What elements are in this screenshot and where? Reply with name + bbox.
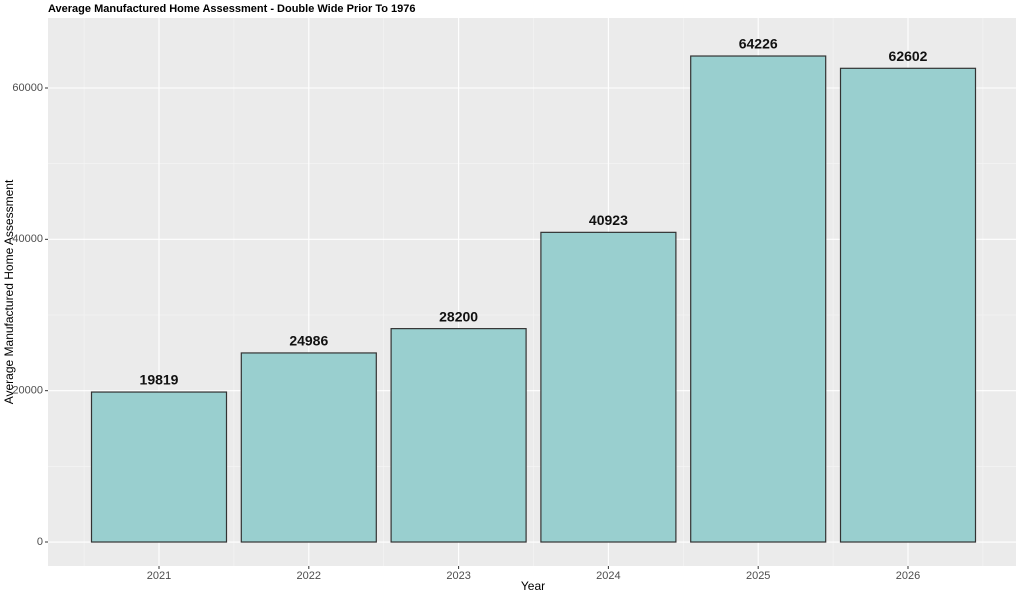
y-tick-label: 0 (37, 536, 43, 548)
x-tick-label: 2021 (147, 570, 171, 582)
y-tick-label: 40000 (12, 233, 43, 245)
bar (690, 55, 827, 543)
x-tick-label: 2025 (746, 570, 770, 582)
value-label: 28200 (439, 308, 478, 324)
value-label: 62602 (889, 48, 928, 64)
value-label: 40923 (589, 212, 628, 228)
bar (390, 328, 527, 543)
x-tick-label: 2022 (297, 570, 321, 582)
y-tick-label: 60000 (12, 82, 43, 94)
chart-title: Average Manufactured Home Assessment - D… (48, 3, 415, 15)
x-tick-label: 2023 (446, 570, 470, 582)
bar (839, 67, 977, 543)
x-tick-label: 2026 (896, 570, 920, 582)
bar (540, 231, 677, 543)
y-axis-title: Average Manufactured Home Assessment (2, 179, 16, 404)
bar (240, 352, 377, 543)
y-tick-label: 20000 (12, 385, 43, 397)
value-label: 64226 (739, 36, 778, 52)
value-label: 24986 (289, 333, 328, 349)
bar (90, 391, 228, 543)
value-label: 19819 (140, 372, 179, 388)
x-tick-label: 2024 (596, 570, 620, 582)
x-axis-title: Year (521, 579, 545, 593)
